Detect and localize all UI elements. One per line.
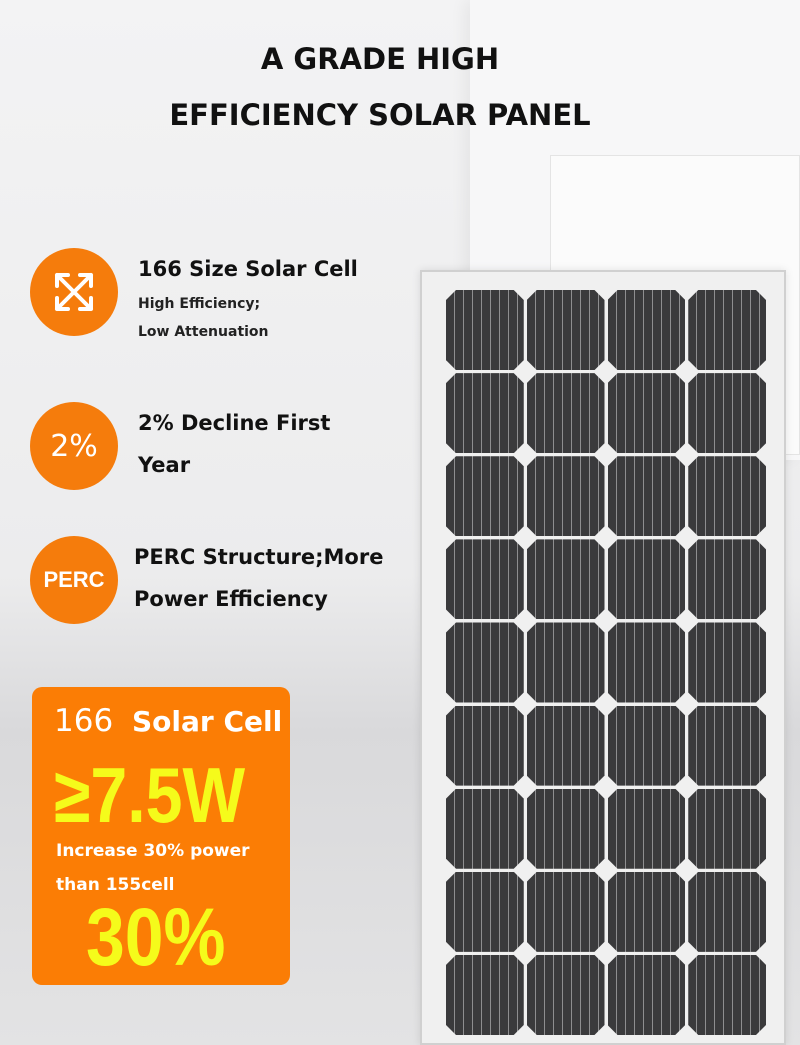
feature-title: PERC Structure;More: [134, 545, 384, 569]
page-title-line2: EFFICIENCY SOLAR PANEL: [169, 98, 591, 132]
promo-card: 166 Solar Cell ≥7.5W Increase 30% power …: [32, 687, 290, 985]
feature-title: 2% Decline First: [138, 411, 331, 435]
solar-cell-grid: [446, 290, 766, 1035]
feature-decline: 2% 2% Decline First Year: [30, 402, 330, 490]
feature-perc: PERC PERC Structure;More Power Efficienc…: [30, 536, 383, 624]
solar-cell: [608, 290, 686, 370]
solar-cell: [527, 706, 605, 786]
solar-cell: [446, 456, 524, 536]
solar-cell: [608, 622, 686, 702]
solar-cell: [527, 872, 605, 952]
percent-badge-icon: 2%: [30, 402, 118, 490]
solar-cell: [608, 955, 686, 1035]
feature-subtitle: Low Attenuation: [138, 324, 269, 340]
expand-arrows-icon: [30, 248, 118, 336]
promo-cell-label: Solar Cell: [132, 705, 283, 738]
solar-cell: [446, 539, 524, 619]
promo-percent: 30%: [86, 892, 226, 983]
feature-title: Power Efficiency: [134, 587, 328, 611]
feature-title: 166 Size Solar Cell: [138, 257, 358, 281]
promo-line2: than 155cell: [56, 875, 175, 895]
solar-cell: [608, 872, 686, 952]
solar-cell: [446, 622, 524, 702]
solar-cell: [688, 789, 766, 869]
solar-cell: [608, 373, 686, 453]
solar-cell: [688, 872, 766, 952]
promo-cell-number: 166: [54, 703, 114, 739]
solar-cell: [446, 373, 524, 453]
solar-cell: [688, 622, 766, 702]
solar-cell: [527, 955, 605, 1035]
solar-cell: [527, 373, 605, 453]
solar-cell: [688, 373, 766, 453]
perc-badge-icon: PERC: [30, 536, 118, 624]
solar-cell: [446, 789, 524, 869]
feature-cell-size: 166 Size Solar Cell High Efficiency; Low…: [30, 248, 358, 346]
solar-cell: [446, 706, 524, 786]
solar-cell: [688, 955, 766, 1035]
solar-cell: [527, 456, 605, 536]
feature-subtitle: High Efficiency;: [138, 296, 261, 312]
feature-title: Year: [138, 453, 191, 477]
solar-cell: [608, 539, 686, 619]
solar-cell: [608, 456, 686, 536]
solar-cell: [527, 539, 605, 619]
solar-cell: [608, 789, 686, 869]
solar-cell: [688, 706, 766, 786]
solar-cell: [688, 290, 766, 370]
solar-panel-image: [420, 270, 786, 1045]
solar-cell: [527, 789, 605, 869]
page-title-line1: A GRADE HIGH: [260, 42, 500, 76]
solar-cell: [608, 706, 686, 786]
solar-cell: [446, 290, 524, 370]
promo-line1: Increase 30% power: [56, 841, 250, 861]
solar-cell: [446, 872, 524, 952]
solar-cell: [688, 456, 766, 536]
promo-power: ≥7.5W: [54, 751, 246, 839]
solar-cell: [527, 290, 605, 370]
solar-cell: [446, 955, 524, 1035]
solar-cell: [688, 539, 766, 619]
solar-cell: [527, 622, 605, 702]
